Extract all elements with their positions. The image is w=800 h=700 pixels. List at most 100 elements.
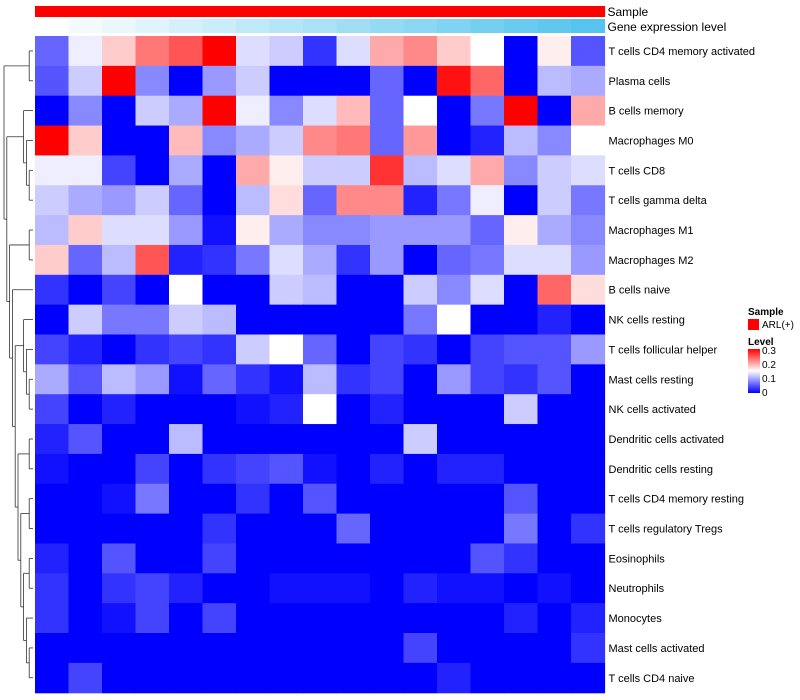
row-label: B cells memory	[609, 106, 685, 118]
heatmap-cell	[370, 513, 405, 545]
heatmap-cell	[403, 65, 438, 97]
heatmap-cell	[102, 244, 137, 276]
heatmap-cell	[537, 244, 572, 276]
heatmap-cell	[336, 155, 371, 186]
gene-expression-annotation-cell	[169, 19, 204, 33]
heatmap-cell	[403, 95, 438, 127]
heatmap-cell	[236, 334, 271, 365]
heatmap-cell	[437, 215, 472, 246]
heatmap-cell	[169, 513, 204, 545]
heatmap-cell	[571, 274, 606, 306]
heatmap-cell	[504, 424, 539, 455]
heatmap-cell	[68, 65, 103, 97]
heatmap-cell	[135, 95, 170, 127]
sample-annotation-cell	[68, 6, 103, 17]
heatmap-cell	[102, 65, 137, 97]
sample-annotation-cell	[336, 6, 371, 17]
heatmap-cell	[537, 662, 572, 694]
heatmap-cell	[169, 215, 204, 246]
heatmap-cell	[102, 424, 137, 455]
heatmap-cell	[35, 513, 70, 545]
heatmap-cell	[437, 424, 472, 455]
heatmap-cell	[470, 394, 505, 425]
heatmap-cell	[236, 424, 271, 455]
heatmap-cell	[269, 513, 304, 545]
sample-annotation-label: Sample	[608, 5, 649, 19]
heatmap-cell	[504, 603, 539, 634]
sample-annotation-cell	[437, 6, 472, 17]
gene-expression-annotation-label: Gene expression level	[608, 20, 727, 34]
gene-expression-annotation-cell	[102, 19, 137, 33]
heatmap-cell	[135, 573, 170, 604]
heatmap-cell	[336, 304, 371, 336]
heatmap-cell	[403, 244, 438, 276]
heatmap-cell	[135, 215, 170, 246]
row-label: Plasma cells	[609, 76, 671, 88]
heatmap-cell	[403, 36, 438, 67]
heatmap-cell	[403, 513, 438, 545]
heatmap-cell	[470, 36, 505, 67]
heatmap-cell	[370, 483, 405, 515]
heatmap-cell	[135, 125, 170, 156]
heatmap-cell	[202, 453, 237, 485]
heatmap-cell	[336, 215, 371, 246]
heatmap-cell	[202, 36, 237, 67]
heatmap-cell	[504, 125, 539, 156]
heatmap-cell	[269, 244, 304, 276]
heatmap-cell	[336, 662, 371, 694]
heatmap-cell	[571, 334, 606, 365]
heatmap-cell	[470, 453, 505, 485]
heatmap-cell	[403, 215, 438, 246]
heatmap-cell	[437, 364, 472, 395]
row-label: Monocytes	[609, 613, 663, 625]
heatmap-cell	[370, 603, 405, 634]
row-label: T cells gamma delta	[609, 195, 708, 207]
heatmap-cell	[336, 125, 371, 156]
heatmap-cell	[370, 633, 405, 664]
heatmap-cell	[169, 95, 204, 127]
heatmap-cell	[504, 364, 539, 395]
sample-annotation-cell	[202, 6, 237, 17]
heatmap-cell	[370, 334, 405, 365]
heatmap-cell	[202, 364, 237, 395]
heatmap-cell	[571, 304, 606, 336]
heatmap-cell	[504, 65, 539, 97]
heatmap-cell	[169, 394, 204, 425]
heatmap-cell	[403, 394, 438, 425]
heatmap-cell	[571, 513, 606, 545]
row-label: Dendritic cells activated	[609, 434, 725, 446]
heatmap-cell	[303, 394, 338, 425]
heatmap-cell	[403, 543, 438, 574]
heatmap-cell	[470, 95, 505, 127]
row-label: Macrophages M0	[609, 135, 694, 147]
heatmap-cell	[169, 633, 204, 664]
legend-level-tick: 0.1	[762, 374, 776, 385]
heatmap-cell	[269, 364, 304, 395]
sample-annotation-cell	[470, 6, 505, 17]
heatmap-cell	[403, 453, 438, 485]
heatmap-cell	[370, 185, 405, 216]
heatmap-cell	[135, 513, 170, 545]
gene-expression-annotation-bar	[35, 19, 606, 33]
row-labels: T cells CD4 memory activated Plasma cells…	[609, 46, 756, 685]
heatmap-cell	[470, 125, 505, 156]
heatmap-cell	[303, 95, 338, 127]
heatmap-cell	[202, 483, 237, 515]
heatmap-cell	[303, 573, 338, 604]
heatmap-cell	[537, 304, 572, 336]
heatmap-cell	[336, 334, 371, 365]
heatmap-cell	[202, 215, 237, 246]
heatmap-cell	[470, 543, 505, 574]
heatmap-cell	[135, 453, 170, 485]
heatmap-cell	[202, 304, 237, 336]
heatmap-cell	[336, 185, 371, 216]
heatmap-cell	[470, 573, 505, 604]
heatmap-cell	[35, 304, 70, 336]
heatmap-cell	[437, 543, 472, 574]
heatmap-cell	[102, 573, 137, 604]
heatmap-cell	[102, 364, 137, 395]
row-label: T cells follicular helper	[609, 344, 718, 356]
heatmap-cell	[35, 424, 70, 455]
heatmap-cell	[68, 215, 103, 246]
heatmap-cell	[403, 155, 438, 186]
